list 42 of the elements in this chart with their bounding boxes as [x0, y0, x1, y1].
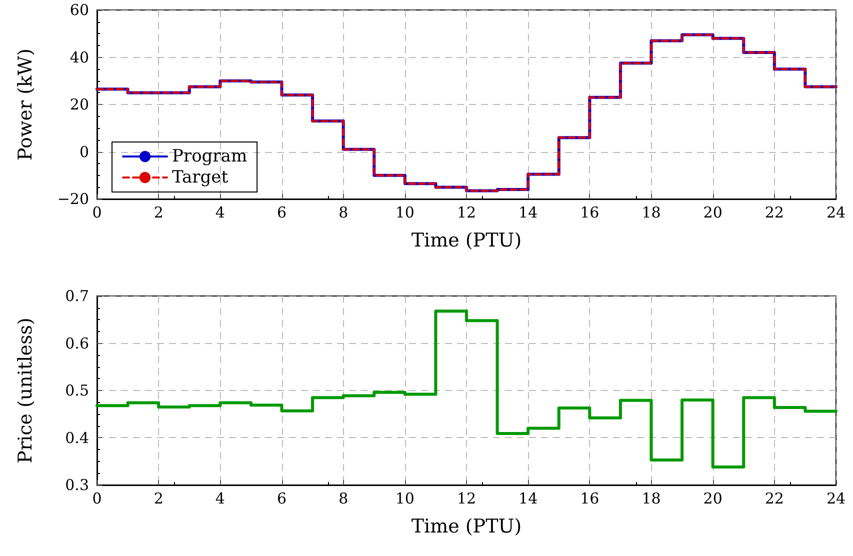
y-tick-label: 60 [70, 1, 89, 19]
x-tick-label: 22 [764, 204, 784, 222]
x-tick-label: 12 [456, 490, 476, 508]
y-tick-label: 0 [79, 142, 89, 161]
x-tick-label: 14 [518, 490, 538, 508]
x-axis-title: Time (PTU) [411, 516, 522, 538]
x-axis-title: Time (PTU) [411, 230, 522, 252]
y-tick-label: 0.3 [65, 476, 89, 494]
y-tick-label: 40 [70, 48, 89, 66]
x-tick-label: 18 [642, 204, 661, 222]
y-tick-label: 0.5 [65, 382, 89, 400]
y-tick-label: 0.7 [65, 287, 89, 305]
y-axis-title: Price (unitless) [14, 318, 36, 464]
x-tick-label: 0 [92, 490, 102, 508]
legend-label: Program [172, 146, 248, 166]
x-tick-label: 8 [338, 204, 348, 222]
x-tick-label: 12 [456, 204, 476, 222]
x-tick-label: 2 [154, 204, 164, 222]
x-tick-label: 14 [518, 204, 538, 222]
x-tick-label: 6 [276, 490, 287, 508]
x-tick-label: 24 [826, 490, 846, 508]
y-axis-title: Power (kW) [14, 48, 36, 160]
x-tick-label: 4 [215, 490, 225, 508]
x-tick-label: 16 [580, 204, 600, 222]
x-tick-label: 22 [764, 490, 784, 508]
x-tick-label: 2 [154, 490, 164, 508]
x-tick-label: 18 [642, 490, 661, 508]
legend-label: Target [172, 168, 228, 188]
y-tick-label: 0.4 [65, 428, 89, 447]
x-tick-label: 16 [580, 490, 600, 508]
x-tick-label: 0 [92, 204, 102, 222]
x-tick-label: 10 [395, 490, 414, 508]
x-tick-label: 20 [703, 204, 722, 222]
x-tick-label: 10 [395, 204, 414, 222]
x-tick-label: 20 [703, 490, 722, 508]
x-tick-label: 4 [215, 204, 225, 222]
y-tick-label: −20 [57, 190, 89, 208]
y-tick-label: 20 [70, 96, 89, 114]
x-tick-label: 6 [276, 204, 287, 222]
y-tick-label: 0.6 [65, 334, 89, 352]
x-tick-label: 8 [338, 490, 348, 508]
x-tick-label: 24 [826, 204, 846, 222]
